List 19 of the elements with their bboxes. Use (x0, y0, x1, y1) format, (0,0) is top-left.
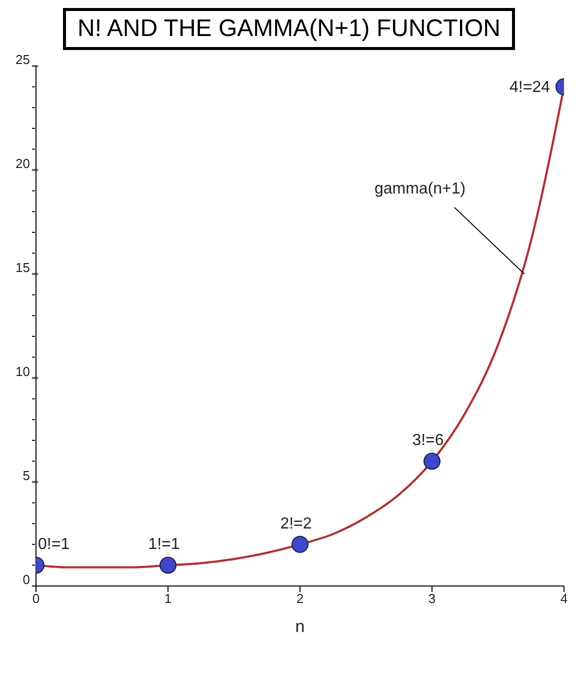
x-tick-label: 3 (428, 591, 436, 606)
y-tick-label: 15 (16, 260, 30, 275)
data-label: 3!=6 (412, 432, 444, 450)
y-tick-label: 5 (22, 468, 30, 483)
x-axis-title: n (295, 617, 305, 636)
data-label: 0!=1 (38, 536, 70, 554)
y-tick-label: 25 (16, 52, 30, 67)
x-tick-label: 1 (164, 591, 172, 606)
text: gamma(n+1) (374, 180, 466, 198)
data-label: 1!=1 (148, 536, 180, 554)
y-tick-label: 10 (16, 364, 30, 379)
x-tick-label: 2 (296, 591, 304, 606)
y-tick-label: 0 (22, 572, 30, 587)
data-label: 2!=2 (280, 515, 312, 532)
x-tick-label: 0 (32, 591, 40, 606)
data-label: 4!=24 (510, 78, 550, 96)
x-tick-label: 4 (560, 591, 568, 606)
y-tick-label: 20 (16, 156, 30, 171)
chart-title: N! AND THE GAMMA(N+1) FUNCTION (62, 8, 516, 50)
